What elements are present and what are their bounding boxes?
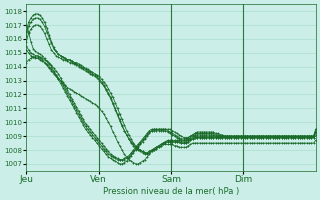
X-axis label: Pression niveau de la mer( hPa ): Pression niveau de la mer( hPa ) [103,187,239,196]
